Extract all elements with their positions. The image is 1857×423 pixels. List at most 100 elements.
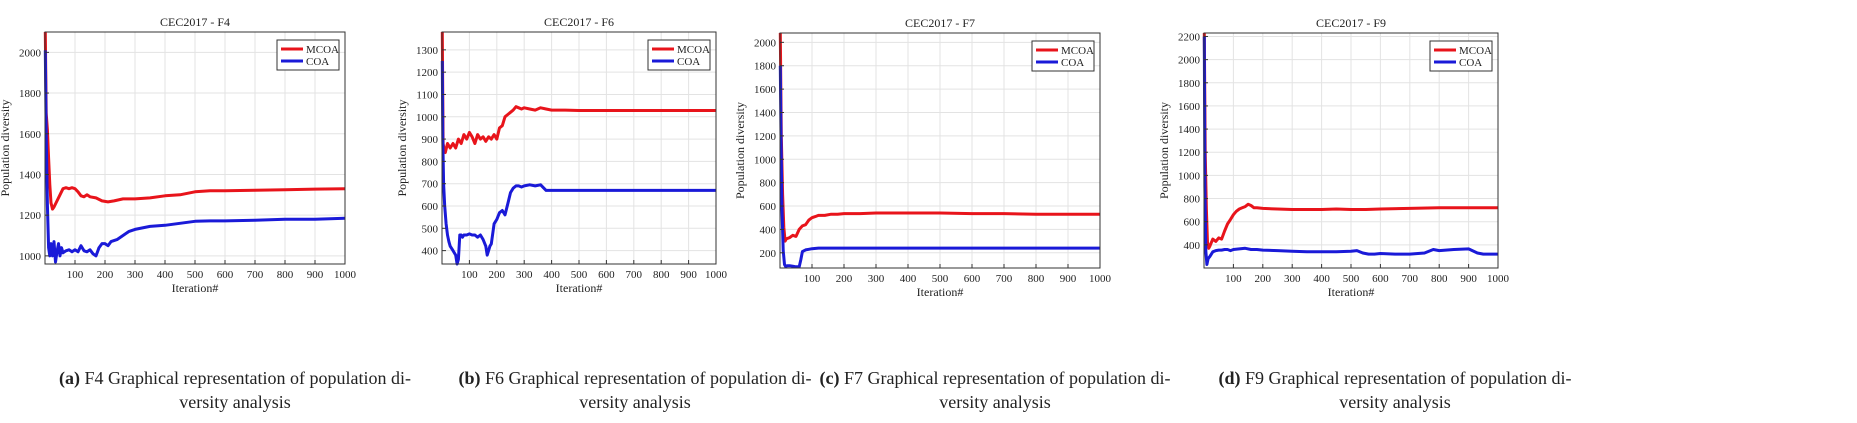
x-tick-label: 700 bbox=[996, 273, 1013, 285]
x-tick-label: 400 bbox=[900, 273, 917, 285]
x-tick-label: 200 bbox=[97, 269, 114, 281]
x-tick-label: 100 bbox=[67, 269, 84, 281]
y-tick-label: 200 bbox=[760, 248, 777, 260]
x-tick-label: 100 bbox=[804, 273, 821, 285]
caption-line2: versity analysis bbox=[1339, 392, 1451, 412]
y-tick-label: 2000 bbox=[1178, 55, 1201, 67]
y-tick-label: 400 bbox=[760, 224, 777, 236]
chart-f4: 100 200 300 400 500 600 700 800 900 1000 1000 1200 1… bbox=[0, 15, 357, 295]
x-tick-label: 500 bbox=[187, 269, 204, 281]
caption-line1: F4 Graphical representation of populatio… bbox=[84, 368, 411, 388]
series-line-mcoa bbox=[43, 31, 346, 211]
y-tick-label: 600 bbox=[760, 201, 777, 213]
x-tick-label: 100 bbox=[1225, 273, 1242, 285]
x-tick-label: 300 bbox=[516, 269, 533, 281]
x-axis-label: Iteration# bbox=[556, 281, 603, 295]
y-tick-label: 400 bbox=[422, 246, 439, 258]
x-tick-label: 600 bbox=[598, 269, 615, 281]
y-tick-label: 1400 bbox=[1178, 124, 1201, 136]
series-line-coa bbox=[43, 50, 346, 264]
x-axis-label: Iteration# bbox=[917, 285, 964, 299]
series-line-mcoa bbox=[778, 32, 1100, 243]
x-tick-label: 600 bbox=[1372, 273, 1389, 285]
y-tick-label: 1800 bbox=[754, 61, 777, 73]
caption-f7: (c) F7 Graphical representation of popul… bbox=[760, 366, 1230, 414]
x-tick-label: 500 bbox=[1343, 273, 1360, 285]
y-tick-label: 1200 bbox=[416, 67, 439, 79]
caption-lead: (c) bbox=[819, 368, 840, 388]
y-tick-label: 1100 bbox=[416, 89, 438, 101]
y-tick-label: 800 bbox=[1184, 194, 1201, 206]
y-tick-label: 1000 bbox=[754, 154, 777, 166]
legend-box bbox=[1031, 40, 1095, 72]
x-axis-label: Iteration# bbox=[172, 281, 219, 295]
x-tick-label: 1000 bbox=[705, 269, 728, 281]
x-tick-label: 800 bbox=[653, 269, 670, 281]
caption-line2: versity analysis bbox=[579, 392, 691, 412]
y-tick-label: 1400 bbox=[754, 108, 777, 120]
x-tick-label: 900 bbox=[307, 269, 324, 281]
caption-line2: versity analysis bbox=[179, 392, 291, 412]
x-tick-label: 800 bbox=[1028, 273, 1045, 285]
y-tick-label: 1600 bbox=[1178, 101, 1201, 113]
x-tick-label: 400 bbox=[157, 269, 174, 281]
caption-line1: F9 Graphical representation of populatio… bbox=[1245, 368, 1572, 388]
y-tick-label: 600 bbox=[1184, 217, 1201, 229]
legend-label-coa: COA bbox=[1061, 57, 1084, 69]
y-tick-label: 500 bbox=[422, 223, 439, 235]
x-tick-label: 900 bbox=[1060, 273, 1077, 285]
caption-line1: F7 Graphical representation of populatio… bbox=[844, 368, 1171, 388]
legend-label-coa: COA bbox=[677, 56, 700, 68]
y-tick-label: 1400 bbox=[19, 169, 42, 181]
y-tick-label: 1000 bbox=[1178, 170, 1201, 182]
chart-f6: 100 200 300 400 500 600 700 800 900 1000 400 500 600… bbox=[395, 15, 728, 295]
caption-f4: (a) F4 Graphical representation of popul… bbox=[0, 366, 470, 414]
series-line-mcoa bbox=[440, 31, 716, 154]
x-tick-label: 900 bbox=[1460, 273, 1477, 285]
y-tick-label: 400 bbox=[1184, 240, 1201, 252]
x-tick-label: 900 bbox=[680, 269, 697, 281]
x-tick-label: 800 bbox=[277, 269, 294, 281]
x-tick-label: 300 bbox=[868, 273, 885, 285]
series-line-coa bbox=[440, 60, 716, 266]
x-tick-label: 500 bbox=[932, 273, 949, 285]
y-axis-label: Population diversity bbox=[395, 100, 409, 197]
x-tick-label: 500 bbox=[571, 269, 588, 281]
x-tick-label: 700 bbox=[1402, 273, 1419, 285]
chart-f9: 100 200 300 400 500 600 700 800 900 1000 400 600 800… bbox=[1157, 16, 1510, 299]
chart-panel-f9: 100 200 300 400 500 600 700 800 900 1000 400 600 800… bbox=[1157, 0, 1630, 423]
y-tick-label: 1800 bbox=[19, 88, 42, 100]
x-tick-label: 400 bbox=[543, 269, 560, 281]
series-line-mcoa bbox=[1202, 32, 1498, 250]
x-tick-label: 400 bbox=[1313, 273, 1330, 285]
caption-f9: (d) F9 Graphical representation of popul… bbox=[1160, 366, 1630, 414]
caption-line2: versity analysis bbox=[939, 392, 1051, 412]
chart-panel-f4: 100 200 300 400 500 600 700 800 900 1000 1000 1200 1… bbox=[0, 0, 470, 423]
x-tick-label: 600 bbox=[217, 269, 234, 281]
x-tick-label: 100 bbox=[461, 269, 478, 281]
chart-title: CEC2017 - F9 bbox=[1316, 16, 1386, 30]
series-line-coa bbox=[778, 65, 1100, 269]
y-tick-label: 1200 bbox=[754, 131, 777, 143]
x-tick-label: 300 bbox=[127, 269, 144, 281]
x-tick-label: 800 bbox=[1431, 273, 1448, 285]
x-tick-label: 200 bbox=[489, 269, 506, 281]
y-tick-label: 1600 bbox=[19, 129, 42, 141]
caption-line1: F6 Graphical representation of populatio… bbox=[485, 368, 812, 388]
y-axis-label: Population diversity bbox=[0, 100, 12, 197]
x-tick-label: 1000 bbox=[334, 269, 357, 281]
y-tick-label: 1200 bbox=[19, 210, 42, 222]
y-tick-label: 700 bbox=[422, 179, 439, 191]
x-tick-label: 300 bbox=[1284, 273, 1301, 285]
x-tick-label: 200 bbox=[836, 273, 853, 285]
legend-label-coa: COA bbox=[1459, 57, 1482, 69]
legend-label-mcoa: MCOA bbox=[1459, 45, 1492, 57]
y-tick-label: 2000 bbox=[754, 37, 777, 49]
y-tick-label: 800 bbox=[422, 156, 439, 168]
x-tick-label: 700 bbox=[626, 269, 643, 281]
chart-title: CEC2017 - F4 bbox=[160, 15, 230, 29]
y-tick-label: 1300 bbox=[416, 45, 439, 57]
y-tick-label: 2000 bbox=[19, 47, 42, 59]
legend-label-mcoa: MCOA bbox=[677, 44, 710, 56]
series-line-coa bbox=[1202, 36, 1498, 266]
